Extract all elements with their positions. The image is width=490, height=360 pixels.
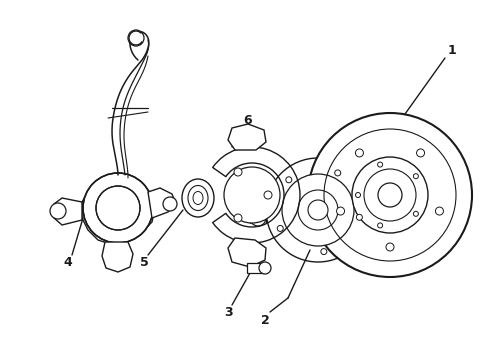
Circle shape [378, 162, 383, 167]
Circle shape [321, 249, 327, 255]
Polygon shape [54, 198, 82, 225]
Circle shape [83, 173, 153, 243]
Circle shape [224, 167, 280, 223]
Circle shape [352, 157, 428, 233]
Circle shape [250, 210, 266, 226]
Polygon shape [148, 188, 176, 218]
Circle shape [386, 243, 394, 251]
Circle shape [128, 30, 144, 46]
Ellipse shape [193, 192, 203, 204]
Circle shape [364, 169, 416, 221]
Circle shape [266, 158, 370, 262]
Circle shape [378, 183, 402, 207]
Circle shape [378, 223, 383, 228]
Circle shape [286, 177, 292, 183]
Circle shape [308, 200, 328, 220]
Polygon shape [82, 178, 155, 244]
Circle shape [163, 197, 177, 211]
Circle shape [414, 211, 418, 216]
Polygon shape [102, 242, 133, 272]
Circle shape [298, 190, 338, 230]
Text: 1: 1 [448, 44, 456, 57]
Circle shape [335, 170, 341, 176]
Polygon shape [228, 124, 266, 150]
Polygon shape [228, 238, 266, 267]
Text: 6: 6 [244, 113, 252, 126]
Bar [247, 263, 263, 273]
Circle shape [277, 225, 283, 231]
Circle shape [356, 214, 363, 220]
Circle shape [355, 149, 364, 157]
Circle shape [308, 113, 472, 277]
Text: 5: 5 [140, 256, 148, 269]
Text: 4: 4 [64, 256, 73, 269]
Circle shape [50, 203, 66, 219]
Circle shape [264, 191, 272, 199]
Circle shape [259, 262, 271, 274]
Circle shape [416, 149, 424, 157]
Circle shape [96, 186, 140, 230]
Circle shape [356, 193, 361, 198]
Circle shape [282, 174, 354, 246]
Circle shape [337, 207, 344, 215]
Ellipse shape [188, 185, 208, 211]
Circle shape [436, 207, 443, 215]
Text: 3: 3 [224, 306, 232, 319]
Circle shape [234, 168, 242, 176]
Circle shape [234, 214, 242, 222]
Circle shape [414, 174, 418, 179]
Ellipse shape [182, 179, 214, 217]
Text: 2: 2 [261, 314, 270, 327]
